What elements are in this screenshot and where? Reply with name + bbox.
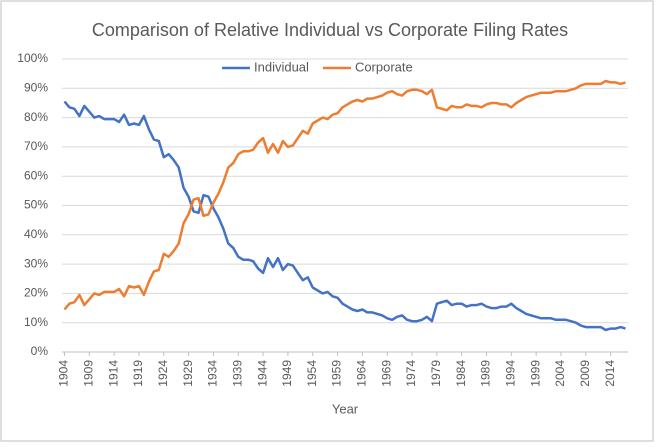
legend-label: Individual xyxy=(254,59,309,74)
x-tick-label: 1939 xyxy=(230,360,244,387)
x-tick-label: 2009 xyxy=(578,360,592,387)
y-tick-label: 0% xyxy=(31,344,49,358)
x-tick-label: 1949 xyxy=(280,360,294,387)
x-tick-label: 1944 xyxy=(255,360,269,387)
series-line xyxy=(63,100,626,332)
x-tick-label: 1999 xyxy=(528,360,542,387)
x-tick-label: 1954 xyxy=(305,360,319,387)
y-tick-label: 10% xyxy=(24,315,48,329)
x-tick-label: 1964 xyxy=(355,360,369,387)
x-tick-label: 2014 xyxy=(603,360,617,387)
x-tick-label: 1909 xyxy=(81,360,95,387)
x-tick-label: 2004 xyxy=(553,360,567,387)
x-tick-label: 1914 xyxy=(106,360,120,387)
y-tick-label: 30% xyxy=(24,256,48,270)
y-tick-label: 90% xyxy=(24,80,48,94)
y-tick-label: 100% xyxy=(17,51,48,65)
y-tick-label: 50% xyxy=(24,198,48,212)
legend-label: Corporate xyxy=(355,59,413,74)
y-tick-label: 20% xyxy=(24,286,48,300)
x-tick-label: 1979 xyxy=(429,360,443,387)
x-tick-label: 1924 xyxy=(156,360,170,387)
series-line xyxy=(63,79,626,311)
x-tick-label: 1989 xyxy=(479,360,493,387)
x-tick-label: 1984 xyxy=(454,360,468,387)
y-tick-label: 80% xyxy=(24,110,48,124)
x-tick-label: 1929 xyxy=(181,360,195,387)
x-tick-label: 1904 xyxy=(57,360,71,387)
x-tick-label: 1994 xyxy=(503,360,517,387)
x-tick-label: 1959 xyxy=(330,360,344,387)
x-tick-label: 1974 xyxy=(404,360,418,387)
chart-frame xyxy=(0,0,654,442)
y-tick-label: 70% xyxy=(24,139,48,153)
x-tick-label: 1919 xyxy=(131,360,145,387)
x-axis-label: Year xyxy=(332,401,359,416)
chart-title: Comparison of Relative Individual vs Cor… xyxy=(92,20,568,40)
y-tick-label: 60% xyxy=(24,168,48,182)
x-tick-label: 1969 xyxy=(379,360,393,387)
y-tick-label: 40% xyxy=(24,227,48,241)
x-tick-label: 1934 xyxy=(206,360,220,387)
